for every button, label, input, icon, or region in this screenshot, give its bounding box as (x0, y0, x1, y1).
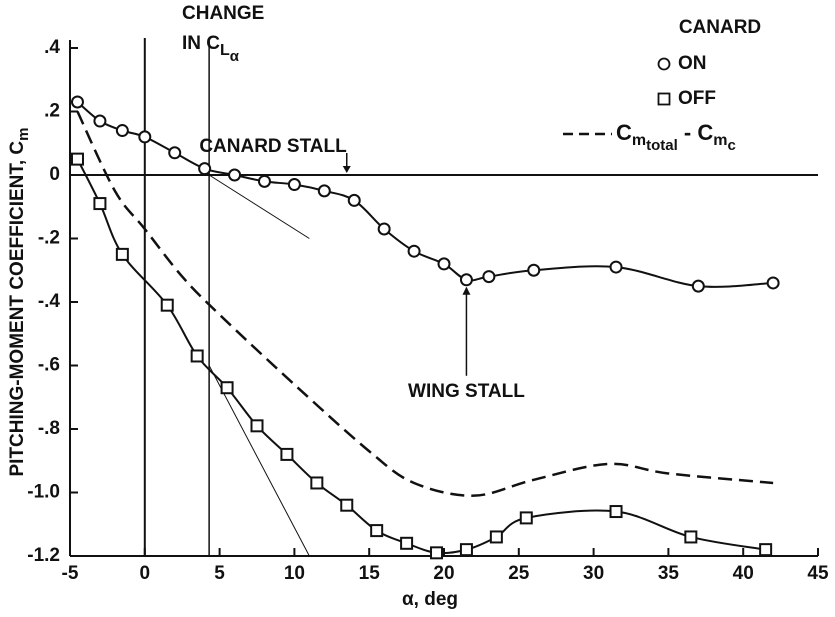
marker-square (609, 505, 623, 519)
marker-square (340, 498, 354, 512)
series-line (76, 101, 774, 288)
marker-circle (691, 279, 705, 293)
marker-circle (459, 273, 473, 287)
marker-square (280, 447, 294, 461)
legend-label: Cmtotal - Cmc (616, 120, 736, 154)
y-tick-label: -.6 (38, 355, 60, 376)
legend-label-part: total (646, 137, 678, 154)
annotation: CHANGE (182, 3, 264, 24)
y-axis-label-part: PITCHING-MOMENT COEFFICIENT, C (7, 141, 28, 477)
marker-circle (115, 124, 129, 138)
legend-label-part: m (713, 132, 727, 149)
marker-square (93, 197, 107, 211)
x-tick-label: 40 (733, 563, 754, 584)
y-tick-label: -.8 (38, 418, 60, 439)
marker-circle (168, 146, 182, 160)
legend-label: OFF (678, 88, 716, 109)
legend-label-part: c (727, 137, 735, 154)
x-tick-label: 5 (214, 563, 225, 584)
x-tick-label: 45 (807, 563, 829, 584)
marker-square (220, 381, 234, 395)
marker-square (310, 476, 324, 490)
x-tick-label: 0 (140, 563, 151, 584)
marker-circle (70, 95, 84, 109)
x-tick-label: 35 (658, 563, 680, 584)
marker-square (250, 419, 264, 433)
marker-square (115, 247, 129, 261)
marker-circle (257, 174, 271, 188)
marker-circle (766, 276, 780, 290)
arrow-head (342, 166, 351, 173)
marker-square (370, 524, 384, 538)
marker-circle (317, 184, 331, 198)
x-axis-label: α, deg (402, 589, 458, 610)
tangent-line (208, 174, 310, 239)
annotation: WING STALL (408, 381, 525, 402)
marker-circle (482, 270, 496, 284)
annotation-part: α (230, 48, 240, 65)
annotation-part: L (220, 42, 230, 59)
marker-square (489, 530, 503, 544)
marker-circle (377, 222, 391, 236)
legend-label: ON (678, 53, 707, 74)
annotation-part: CHANGE (182, 3, 264, 24)
y-tick-label: -1.0 (27, 482, 60, 503)
marker-square (519, 511, 533, 525)
y-tick-label: .4 (44, 37, 60, 58)
marker-circle (228, 168, 242, 182)
marker-circle (407, 244, 421, 258)
marker-square (759, 543, 773, 557)
y-axis-label-part: m (15, 128, 32, 141)
marker-square (430, 546, 444, 560)
marker-square (160, 298, 174, 312)
marker-square (684, 530, 698, 544)
x-tick-label: 30 (583, 563, 604, 584)
series-line (76, 110, 774, 497)
marker-circle (437, 257, 451, 271)
y-tick-label: -.2 (38, 228, 60, 249)
x-tick-label: -5 (62, 563, 79, 584)
legend-label-part: m (632, 132, 646, 149)
marker-square (70, 152, 84, 166)
arrow-head (462, 286, 471, 295)
marker-circle (287, 178, 301, 192)
x-tick-label: 25 (508, 563, 530, 584)
y-tick-label: .2 (44, 101, 60, 122)
marker-circle (657, 57, 671, 71)
marker-square (190, 349, 204, 363)
legend-label-part: - C (678, 120, 714, 145)
marker-circle (527, 263, 541, 277)
annotation: CANARD STALL (199, 136, 347, 157)
legend-label-part: C (616, 120, 632, 145)
marker-square (657, 92, 671, 106)
marker-square (459, 543, 473, 557)
annotation: IN CLα (182, 33, 240, 65)
marker-circle (347, 193, 361, 207)
marker-circle (138, 130, 152, 144)
marker-square (400, 536, 414, 550)
legend-title: CANARD (679, 17, 761, 38)
y-axis-label: PITCHING-MOMENT COEFFICIENT, Cm (7, 128, 32, 477)
x-tick-label: 20 (433, 563, 454, 584)
x-tick-label: 10 (284, 563, 305, 584)
marker-circle (93, 114, 107, 128)
y-tick-label: -1.2 (27, 545, 60, 566)
marker-circle (609, 260, 623, 274)
y-tick-label: -.4 (38, 291, 61, 312)
x-tick-label: 15 (359, 563, 381, 584)
annotation-part: IN C (182, 33, 220, 54)
series-line (76, 158, 766, 555)
y-tick-label: 0 (49, 164, 60, 185)
marker-circle (198, 162, 212, 176)
tangent-line (208, 365, 310, 557)
